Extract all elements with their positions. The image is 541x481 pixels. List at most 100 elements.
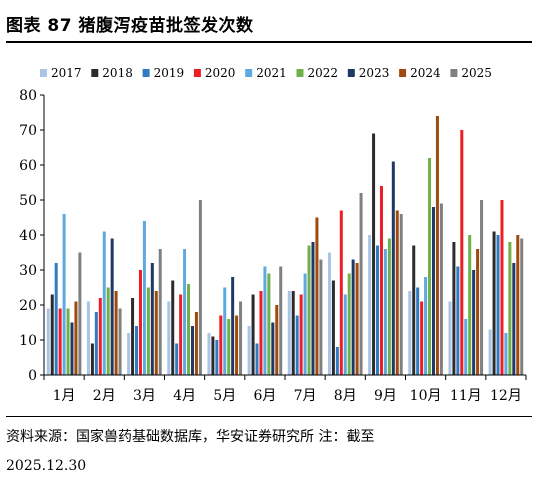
bar-2022-2 <box>106 287 110 375</box>
bar-2021-5 <box>223 287 227 375</box>
bar-2023-7 <box>311 242 315 375</box>
bar-2022-8 <box>347 273 351 375</box>
bar-2017-12 <box>488 329 492 375</box>
bar-chart: 2017 2018 2019 2020 2021 2022 2023 2024 2025 0 10… <box>19 66 527 404</box>
bar-2017-3 <box>127 333 131 375</box>
legend-swatch-2020 <box>193 69 201 77</box>
legend-label-2017: 2017 <box>51 66 82 80</box>
bar-2021-11 <box>464 319 468 375</box>
bar-2019-7 <box>295 315 299 375</box>
bar-2020-10 <box>420 301 424 375</box>
bar-2021-10 <box>424 277 428 375</box>
bar-2019-12 <box>496 235 500 375</box>
bar-2018-11 <box>452 242 456 375</box>
bar-2021-7 <box>303 273 307 375</box>
bar-2017-1 <box>46 308 50 375</box>
y-tick-label: 0 <box>28 368 37 384</box>
x-tick-label: 4月 <box>173 388 196 404</box>
bar-2024-2 <box>114 291 118 375</box>
bar-2025-7 <box>319 259 323 375</box>
bar-2019-9 <box>376 245 380 375</box>
bar-2023-6 <box>271 322 275 375</box>
x-tick-label: 7月 <box>294 388 317 404</box>
bar-2024-7 <box>315 217 319 375</box>
bar-2025-11 <box>480 200 484 375</box>
bar-2019-10 <box>416 287 420 375</box>
legend-label-2023: 2023 <box>359 66 390 80</box>
bar-2022-1 <box>66 308 70 375</box>
x-tick-label: 3月 <box>133 388 156 404</box>
bar-2018-1 <box>50 294 54 375</box>
bar-2018-3 <box>131 298 135 375</box>
bar-2018-12 <box>492 231 496 375</box>
bar-2020-4 <box>179 294 183 375</box>
bar-2021-12 <box>504 333 508 375</box>
title-rule <box>6 41 532 43</box>
y-tick-label: 60 <box>19 158 37 174</box>
bar-2019-5 <box>215 340 219 375</box>
bar-2025-6 <box>279 266 283 375</box>
x-tick-label: 10月 <box>410 388 442 404</box>
x-tick-label: 12月 <box>490 388 522 404</box>
bar-2024-11 <box>476 249 480 375</box>
bar-2024-6 <box>275 305 279 375</box>
bar-2018-10 <box>412 245 416 375</box>
bar-2017-2 <box>86 301 90 375</box>
bar-series-group <box>46 116 524 375</box>
bar-2019-1 <box>54 263 58 375</box>
bar-2023-1 <box>70 322 74 375</box>
legend-label-2019: 2019 <box>154 66 185 80</box>
bar-2021-9 <box>383 249 387 375</box>
bar-2023-3 <box>150 263 154 375</box>
bar-2024-12 <box>516 235 520 375</box>
bar-2018-9 <box>372 133 376 375</box>
bar-2023-11 <box>472 270 476 375</box>
bar-2022-4 <box>187 284 191 375</box>
bar-2021-2 <box>102 231 106 375</box>
bar-2017-5 <box>207 333 211 375</box>
bar-2022-3 <box>146 287 150 375</box>
bar-2019-8 <box>335 347 339 375</box>
x-tick-label: 2月 <box>93 388 116 404</box>
bar-2024-3 <box>154 291 158 375</box>
legend-label-2022: 2022 <box>308 66 339 80</box>
bar-2019-6 <box>255 343 259 375</box>
legend-label-2021: 2021 <box>256 66 287 80</box>
y-tick-label: 70 <box>19 123 37 139</box>
legend-swatch-2019 <box>142 69 150 77</box>
x-tick-label: 5月 <box>213 388 236 404</box>
bar-2020-7 <box>299 294 303 375</box>
y-axis: 0 10 20 30 40 50 60 70 80 <box>19 88 45 384</box>
bar-2022-9 <box>387 238 391 375</box>
bar-2020-3 <box>138 270 142 375</box>
bar-2020-1 <box>58 308 62 375</box>
bar-2020-11 <box>460 130 464 375</box>
bar-2022-11 <box>468 235 472 375</box>
bar-2022-10 <box>428 158 432 375</box>
bar-2025-9 <box>399 214 403 375</box>
legend-swatch-2018 <box>91 69 99 77</box>
bar-2024-4 <box>194 312 198 375</box>
footer-rule <box>6 416 532 417</box>
figure-title: 图表 87 猪腹泻疫苗批签发次数 <box>6 16 254 36</box>
bar-2023-12 <box>512 263 516 375</box>
bar-2024-10 <box>435 116 439 375</box>
legend-swatch-2021 <box>245 69 253 77</box>
bar-2024-5 <box>235 315 239 375</box>
bar-2017-6 <box>247 326 251 375</box>
bar-2023-9 <box>391 161 395 375</box>
bar-2020-2 <box>98 298 102 375</box>
legend-label-2018: 2018 <box>102 66 133 80</box>
bar-2020-8 <box>339 210 343 375</box>
bar-2021-1 <box>62 214 66 375</box>
bar-2022-5 <box>227 319 231 375</box>
bar-2022-12 <box>508 242 512 375</box>
bar-2022-7 <box>307 245 311 375</box>
bar-2020-5 <box>219 315 223 375</box>
bar-2025-4 <box>198 200 202 375</box>
bar-2023-2 <box>110 238 114 375</box>
bar-2019-3 <box>135 326 139 375</box>
bar-2019-4 <box>175 343 179 375</box>
bar-2018-6 <box>251 294 255 375</box>
x-tick-label: 8月 <box>334 388 357 404</box>
